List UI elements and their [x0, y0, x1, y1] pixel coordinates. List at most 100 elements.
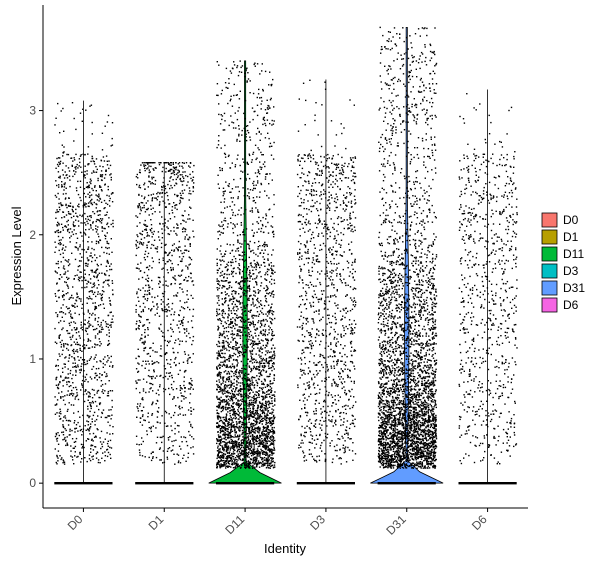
- data-point: [216, 417, 219, 419]
- data-point: [259, 245, 261, 247]
- data-point: [244, 416, 246, 419]
- data-point: [170, 172, 173, 175]
- data-point: [245, 380, 248, 382]
- data-point: [233, 61, 235, 63]
- data-point: [151, 236, 153, 238]
- data-point: [178, 445, 181, 447]
- data-point: [265, 285, 268, 287]
- data-point: [260, 420, 262, 423]
- data-point: [269, 311, 271, 313]
- data-point: [174, 275, 176, 277]
- data-point: [110, 321, 112, 324]
- data-point: [165, 162, 168, 164]
- data-point: [249, 262, 252, 265]
- data-point: [80, 321, 82, 324]
- data-point: [173, 397, 175, 399]
- data-point: [65, 306, 68, 308]
- data-point: [184, 353, 186, 355]
- data-point: [177, 249, 179, 251]
- data-point: [232, 406, 234, 409]
- data-point: [246, 373, 248, 376]
- data-point: [238, 268, 240, 270]
- data-point: [266, 99, 268, 101]
- data-point: [62, 385, 64, 387]
- data-point: [183, 162, 185, 164]
- data-point: [241, 276, 243, 278]
- data-point: [89, 459, 92, 462]
- data-point: [95, 272, 97, 274]
- data-point: [250, 413, 252, 415]
- data-point: [156, 308, 158, 310]
- data-point: [135, 304, 137, 307]
- data-point: [87, 309, 89, 311]
- data-point: [269, 435, 272, 438]
- data-point: [232, 441, 234, 443]
- data-point: [141, 337, 143, 340]
- data-point: [273, 120, 275, 122]
- data-point: [158, 394, 160, 396]
- data-point: [84, 204, 86, 206]
- data-point: [260, 285, 262, 287]
- data-point: [107, 395, 110, 397]
- data-point: [62, 155, 64, 157]
- data-point: [182, 167, 184, 169]
- data-point: [60, 413, 62, 415]
- data-point: [70, 455, 72, 457]
- data-point: [143, 223, 145, 226]
- data-point: [56, 300, 58, 302]
- data-point: [97, 279, 99, 282]
- data-point: [238, 400, 240, 402]
- data-point: [67, 264, 70, 267]
- data-point: [240, 222, 242, 224]
- data-point: [219, 425, 221, 427]
- data-point: [174, 427, 176, 430]
- data-point: [223, 450, 225, 452]
- data-point: [253, 326, 255, 328]
- data-point: [109, 390, 112, 392]
- data-point: [239, 390, 242, 393]
- data-point: [247, 377, 249, 379]
- data-point: [91, 269, 93, 271]
- data-point: [103, 307, 105, 309]
- data-point: [248, 379, 251, 381]
- data-point: [189, 237, 191, 239]
- data-point: [57, 171, 60, 173]
- data-point: [253, 397, 255, 399]
- data-point: [97, 179, 99, 182]
- data-point: [260, 227, 263, 230]
- data-point: [246, 277, 249, 280]
- data-point: [192, 315, 194, 317]
- data-point: [218, 224, 220, 226]
- data-point: [107, 344, 109, 346]
- data-point: [259, 454, 261, 456]
- data-point: [222, 399, 224, 401]
- data-point: [255, 368, 257, 371]
- data-point: [147, 200, 149, 202]
- data-point: [85, 344, 88, 347]
- data-point: [58, 202, 60, 205]
- data-point: [156, 193, 158, 195]
- data-point: [159, 436, 162, 439]
- data-point: [235, 250, 237, 252]
- data-point: [104, 237, 107, 240]
- data-point: [100, 263, 102, 266]
- data-point: [274, 404, 276, 406]
- data-point: [108, 279, 110, 281]
- data-point: [230, 318, 232, 320]
- data-point: [272, 433, 274, 435]
- data-point: [193, 182, 195, 184]
- data-point: [257, 437, 259, 439]
- data-point: [244, 327, 246, 330]
- data-point: [89, 278, 92, 280]
- data-point: [64, 436, 66, 439]
- data-point: [60, 458, 62, 461]
- data-point: [262, 441, 265, 443]
- data-point: [266, 442, 268, 445]
- data-point: [65, 226, 68, 228]
- data-point: [80, 298, 82, 300]
- data-point: [248, 274, 250, 276]
- data-point: [59, 162, 61, 165]
- data-point: [255, 463, 257, 465]
- data-point: [96, 257, 98, 259]
